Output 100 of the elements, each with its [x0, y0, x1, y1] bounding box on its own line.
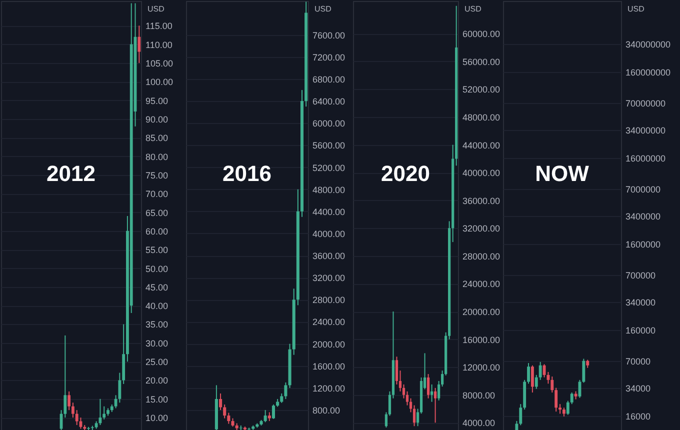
y-tick-label: 34000: [626, 383, 651, 394]
candlestick: [138, 25, 141, 64]
y-tick-label: 40000.00: [462, 168, 500, 178]
y-tick-label: 95.00: [146, 96, 168, 106]
y-tick-label: 28000.00: [462, 251, 500, 262]
candlestick: [527, 362, 530, 384]
candlestick: [554, 387, 558, 412]
candlestick: [534, 374, 538, 390]
y-tick-label: 44000.00: [462, 140, 500, 150]
y-tick-label: 7600.00: [312, 30, 346, 40]
candlestick: [430, 384, 434, 402]
candlestick: [538, 361, 542, 380]
text: 2020: [381, 161, 430, 186]
y-axis-title: USD: [148, 4, 165, 14]
y-tick-label: 5200.00: [312, 162, 346, 173]
y-tick-label: 2800.00: [312, 295, 346, 306]
y-tick-label: 30.00: [146, 338, 168, 348]
y-tick-label: 3600.00: [312, 251, 346, 262]
y-tick-label: 1600.00: [312, 361, 346, 372]
candlestick: [434, 387, 437, 424]
y-tick-label: 7200.00: [312, 52, 346, 62]
y-tick-label: 115.00: [146, 21, 172, 32]
candlestick: [570, 392, 574, 405]
y-tick-label: 60000.00: [462, 29, 500, 40]
y-tick-label: 20.00: [146, 376, 168, 386]
y-tick-label: 20000.00: [462, 307, 500, 318]
y-tick-label: 75.00: [146, 170, 168, 180]
candlestick: [75, 410, 78, 426]
candlestick: [406, 390, 409, 406]
text: 2012: [46, 161, 96, 186]
y-tick-label: 160000000: [626, 67, 671, 78]
y-tick-label: 4400.00: [312, 206, 346, 217]
y-tick-label: 16000: [626, 411, 651, 422]
candlestick: [98, 398, 102, 426]
text: 2016: [222, 161, 272, 186]
y-tick-label: 4000.00: [312, 228, 346, 239]
y-tick-label: 105.00: [146, 58, 174, 68]
y-tick-label: 45.00: [146, 282, 168, 292]
y-tick-label: 35.00: [146, 320, 168, 330]
y-tick-label: 6400.00: [312, 96, 346, 107]
y-tick-label: 85.00: [146, 133, 168, 144]
y-tick-label: 16000.00: [462, 334, 500, 345]
candlestick: [519, 404, 522, 426]
y-tick-label: 3200.00: [312, 273, 346, 284]
y-tick-label: 40.00: [146, 301, 168, 312]
candlestick: [566, 400, 570, 416]
y-tick-label: 4000.00: [462, 418, 496, 428]
candlestick: [68, 390, 71, 411]
candlestick: [218, 392, 222, 411]
y-tick-label: 34000000: [626, 125, 666, 136]
y-tick-label: 700000: [626, 270, 656, 280]
y-tick-label: 80.00: [146, 152, 168, 162]
y-tick-label: 90.00: [146, 114, 168, 124]
candlestick: [582, 358, 586, 384]
y-tick-label: 32000.00: [462, 224, 500, 234]
candlestick: [223, 404, 226, 419]
candlestick: [426, 374, 430, 399]
candlestick: [280, 392, 284, 404]
y-tick-label: 70000: [626, 356, 651, 366]
y-tick-label: 65.00: [146, 208, 168, 218]
candlestick: [102, 406, 106, 420]
y-tick-label: 3400000: [626, 211, 661, 222]
candlestick: [284, 382, 288, 400]
y-tick-label: 6800.00: [312, 74, 346, 84]
y-tick-label: 48000.00: [462, 112, 500, 123]
y-tick-label: 52000.00: [462, 84, 500, 95]
y-tick-label: 1200.00: [312, 383, 346, 394]
candlestick: [272, 404, 276, 420]
y-axis-title: USD: [314, 4, 332, 14]
y-tick-label: 56000.00: [462, 56, 500, 67]
y-tick-label: 2000.00: [312, 339, 346, 350]
y-tick-label: 24000.00: [462, 279, 500, 290]
candlestick: [550, 376, 554, 393]
y-tick-label: 70000000: [626, 98, 666, 108]
y-tick-label: 4800.00: [312, 184, 346, 195]
y-tick-label: 6000.00: [312, 118, 346, 129]
y-tick-label: 50.00: [146, 264, 168, 274]
y-axis-title: USD: [628, 4, 645, 14]
candlestick: [558, 404, 562, 414]
y-tick-label: 36000.00: [462, 196, 500, 206]
y-tick-label: 100.00: [146, 77, 174, 88]
y-tick-label: 16000000: [626, 153, 666, 164]
candlestick: [71, 402, 74, 418]
y-tick-label: 7000000: [626, 184, 661, 194]
y-tick-label: 12000.00: [462, 362, 500, 373]
y-tick-label: 8000.00: [462, 390, 496, 400]
y-tick-label: 160000: [626, 325, 656, 336]
y-tick-label: 10.00: [146, 413, 168, 424]
y-tick-label: 15.00: [146, 394, 168, 404]
y-tick-label: 70.00: [146, 189, 168, 200]
y-tick-label: 55.00: [146, 245, 168, 256]
candlestick: [264, 410, 267, 423]
y-tick-label: 340000: [626, 297, 656, 308]
candlestick: [402, 384, 406, 399]
y-tick-label: 340000000: [626, 39, 671, 50]
candlestick: [530, 364, 534, 393]
text: NOW: [535, 161, 590, 186]
y-tick-label: 2400.00: [312, 317, 346, 328]
y-axis-title: USD: [464, 4, 482, 14]
y-tick-label: 110.00: [146, 40, 172, 50]
